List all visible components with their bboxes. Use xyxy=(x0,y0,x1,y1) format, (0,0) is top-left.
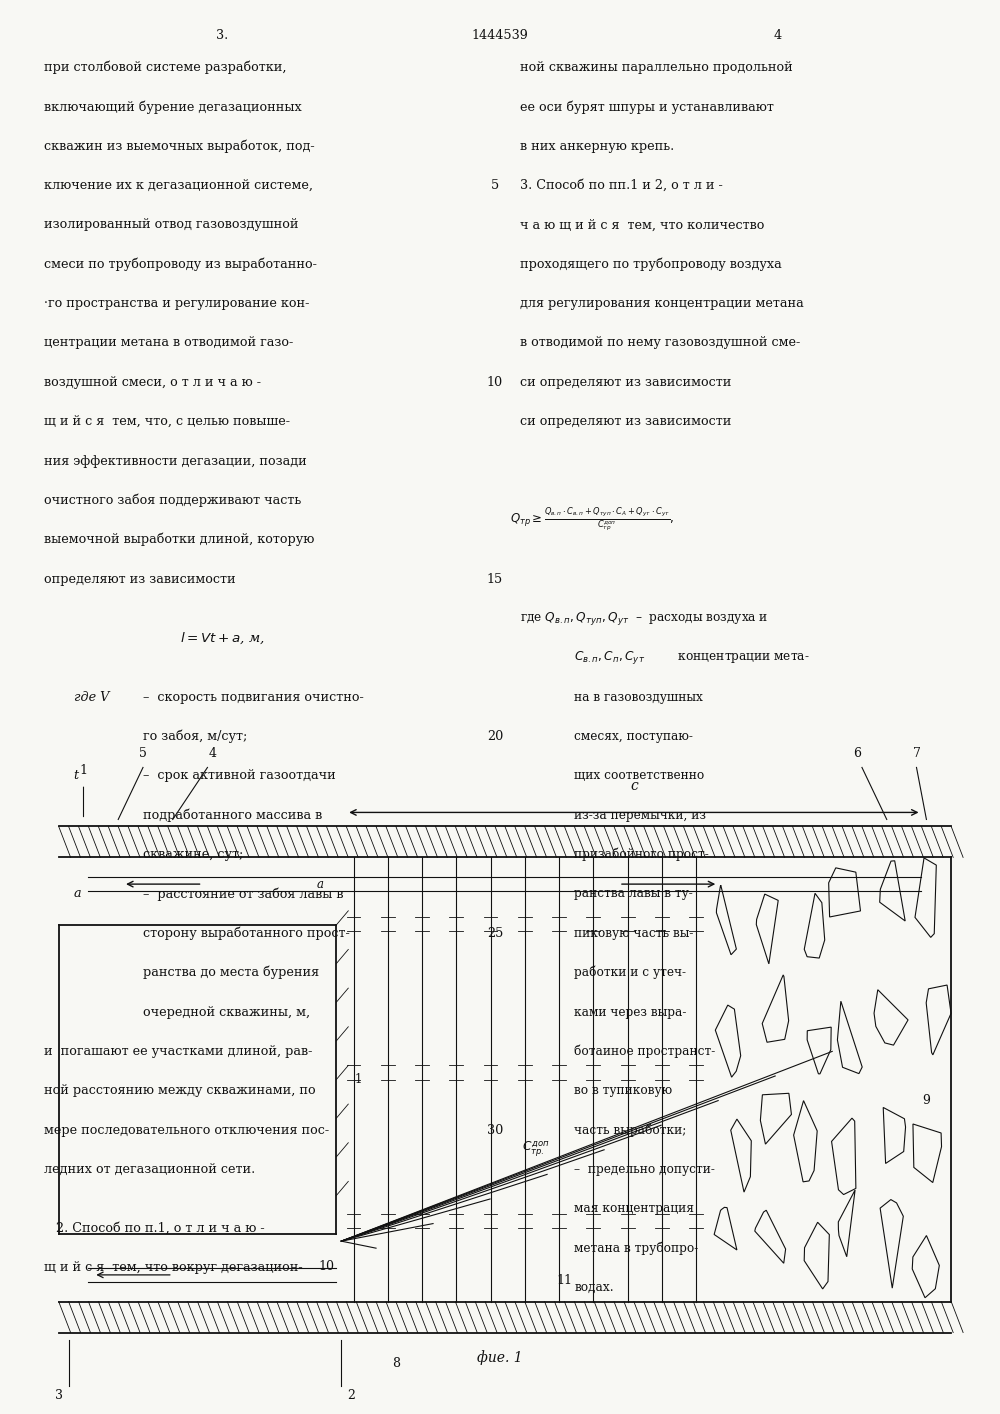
Text: 3: 3 xyxy=(55,1390,63,1403)
Text: при столбовой системе разработки,: при столбовой системе разработки, xyxy=(44,61,286,74)
Text: 25: 25 xyxy=(487,926,503,940)
Text: t: t xyxy=(74,769,79,782)
Text: 1444539: 1444539 xyxy=(472,30,528,42)
Text: водах.: водах. xyxy=(574,1281,614,1294)
Text: 9: 9 xyxy=(922,1094,930,1107)
Text: си определяют из зависимости: си определяют из зависимости xyxy=(520,376,731,389)
Text: 20: 20 xyxy=(487,730,503,742)
Text: 30: 30 xyxy=(487,1124,503,1137)
Text: мая концентрация: мая концентрация xyxy=(574,1202,694,1215)
Text: ее оси бурят шпуры и устанавливают: ее оси бурят шпуры и устанавливают xyxy=(520,100,774,113)
Text: 1: 1 xyxy=(355,1073,362,1086)
Text: $C_{в.п},C_п, C_{ут}$         концентрации мета-: $C_{в.п},C_п, C_{ут}$ концентрации мета- xyxy=(574,649,810,666)
Text: мере последовательного отключения пос-: мере последовательного отключения пос- xyxy=(44,1124,329,1137)
Text: очистного забоя поддерживают часть: очистного забоя поддерживают часть xyxy=(44,493,301,508)
Text: где $Q_{в.п},Q_{туп},Q_{ут}$  –  расходы воздуха и: где $Q_{в.п},Q_{туп},Q_{ут}$ – расходы в… xyxy=(520,609,768,626)
Text: 15: 15 xyxy=(487,573,503,585)
Text: очередной скважины, м,: очередной скважины, м, xyxy=(143,1005,310,1018)
Text: си определяют из зависимости: си определяют из зависимости xyxy=(520,416,731,428)
Text: 5: 5 xyxy=(491,180,499,192)
Text: 10: 10 xyxy=(318,1260,334,1273)
Text: подработанного массива в: подработанного массива в xyxy=(143,809,322,822)
Text: скважине, сут;: скважине, сут; xyxy=(143,848,243,861)
Text: щ и й с я  тем, что вокруг дегазацион-: щ и й с я тем, что вокруг дегазацион- xyxy=(44,1261,302,1274)
Text: 1: 1 xyxy=(80,764,88,776)
Text: часть выработки;: часть выработки; xyxy=(574,1123,687,1137)
Text: 4: 4 xyxy=(774,30,782,42)
Text: 2. Способ по п.1, о т л и ч а ю -: 2. Способ по п.1, о т л и ч а ю - xyxy=(44,1222,264,1234)
Text: a: a xyxy=(317,878,324,891)
Text: 2: 2 xyxy=(347,1390,355,1403)
Text: включающий бурение дегазационных: включающий бурение дегазационных xyxy=(44,100,302,113)
Text: ледних от дегазационной сети.: ледних от дегазационной сети. xyxy=(44,1162,255,1176)
Text: го забоя, м/сут;: го забоя, м/сут; xyxy=(143,730,247,744)
Text: $l = Vt + a$, м,: $l = Vt + a$, м, xyxy=(180,631,265,646)
Text: фие. 1: фие. 1 xyxy=(477,1350,523,1366)
Text: сторону выработанного прост-: сторону выработанного прост- xyxy=(143,926,350,940)
Text: ключение их к дегазационной системе,: ключение их к дегазационной системе, xyxy=(44,180,313,192)
Text: 3.: 3. xyxy=(216,30,228,42)
Text: в них анкерную крепь.: в них анкерную крепь. xyxy=(520,140,674,153)
Text: $C_{тр.}^{доп}$: $C_{тр.}^{доп}$ xyxy=(522,1140,549,1159)
Text: пиковую часть вы-: пиковую часть вы- xyxy=(574,926,694,940)
Text: 7: 7 xyxy=(913,747,920,759)
Text: ками через выра-: ками через выра- xyxy=(574,1005,687,1018)
Text: для регулирования концентрации метана: для регулирования концентрации метана xyxy=(520,297,804,310)
Text: 11: 11 xyxy=(556,1274,572,1287)
Text: щ и й с я  тем, что, с целью повыше-: щ и й с я тем, что, с целью повыше- xyxy=(44,416,290,428)
Text: 4: 4 xyxy=(208,747,216,759)
Text: проходящего по трубопроводу воздуха: проходящего по трубопроводу воздуха xyxy=(520,257,782,271)
Text: a: a xyxy=(74,888,81,901)
Text: призабойного прост-: призабойного прост- xyxy=(574,848,709,861)
Text: 3. Способ по пп.1 и 2, о т л и -: 3. Способ по пп.1 и 2, о т л и - xyxy=(520,180,723,192)
Text: скважин из выемочных выработок, под-: скважин из выемочных выработок, под- xyxy=(44,140,314,153)
Text: где V: где V xyxy=(74,690,109,704)
Text: ·го пространства и регулирование кон-: ·го пространства и регулирование кон- xyxy=(44,297,309,310)
Text: 5: 5 xyxy=(139,747,147,759)
Text: ранства лавы в ту-: ранства лавы в ту- xyxy=(574,888,693,901)
Text: центрации метана в отводимой газо-: центрации метана в отводимой газо- xyxy=(44,337,293,349)
Text: изолированный отвод газовоздушной: изолированный отвод газовоздушной xyxy=(44,218,298,232)
Text: и  погашают ее участками длиной, рав-: и погашают ее участками длиной, рав- xyxy=(44,1045,312,1058)
Text: –  срок активной газоотдачи: – срок активной газоотдачи xyxy=(143,769,336,782)
Text: 6: 6 xyxy=(853,747,861,759)
Text: во в тупиковую: во в тупиковую xyxy=(574,1085,673,1097)
Text: –  скорость подвигания очистно-: – скорость подвигания очистно- xyxy=(143,690,364,704)
Text: c: c xyxy=(630,779,638,793)
Text: щих соответственно: щих соответственно xyxy=(574,769,705,782)
Text: из-за перемычки, из: из-за перемычки, из xyxy=(574,809,706,822)
Text: ч а ю щ и й с я  тем, что количество: ч а ю щ и й с я тем, что количество xyxy=(520,218,764,232)
Text: ной скважины параллельно продольной: ной скважины параллельно продольной xyxy=(520,61,793,74)
Text: $Q_{тр} \geq \frac{Q_{в.п}\cdot C_{в.п}+ Q_{туп}\cdot C_A + Q_{ут}\cdot C_{ут}}{: $Q_{тр} \geq \frac{Q_{в.п}\cdot C_{в.п}+… xyxy=(510,506,674,534)
Text: 10: 10 xyxy=(487,376,503,389)
Text: смесях, поступаю-: смесях, поступаю- xyxy=(574,730,693,742)
Text: ной расстоянию между скважинами, по: ной расстоянию между скважинами, по xyxy=(44,1085,315,1097)
Text: определяют из зависимости: определяют из зависимости xyxy=(44,573,235,585)
Text: метана в трубопро-: метана в трубопро- xyxy=(574,1241,699,1256)
Text: выемочной выработки длиной, которую: выемочной выработки длиной, которую xyxy=(44,533,314,546)
Text: воздушной смеси, о т л и ч а ю -: воздушной смеси, о т л и ч а ю - xyxy=(44,376,261,389)
Text: в отводимой по нему газовоздушной сме-: в отводимой по нему газовоздушной сме- xyxy=(520,337,800,349)
Text: 8: 8 xyxy=(392,1357,400,1370)
Text: на в газовоздушных: на в газовоздушных xyxy=(574,690,703,704)
Text: ботаиное пространст-: ботаиное пространст- xyxy=(574,1045,716,1058)
Text: работки и с утеч-: работки и с утеч- xyxy=(574,966,686,980)
Text: –  предельно допусти-: – предельно допусти- xyxy=(574,1162,715,1176)
Text: –  расстояние от забоя лавы в: – расстояние от забоя лавы в xyxy=(143,887,344,901)
Text: смеси по трубопроводу из выработанно-: смеси по трубопроводу из выработанно- xyxy=(44,257,317,271)
Text: ния эффективности дегазации, позади: ния эффективности дегазации, позади xyxy=(44,454,307,468)
Text: ранства до места бурения: ранства до места бурения xyxy=(143,966,319,980)
